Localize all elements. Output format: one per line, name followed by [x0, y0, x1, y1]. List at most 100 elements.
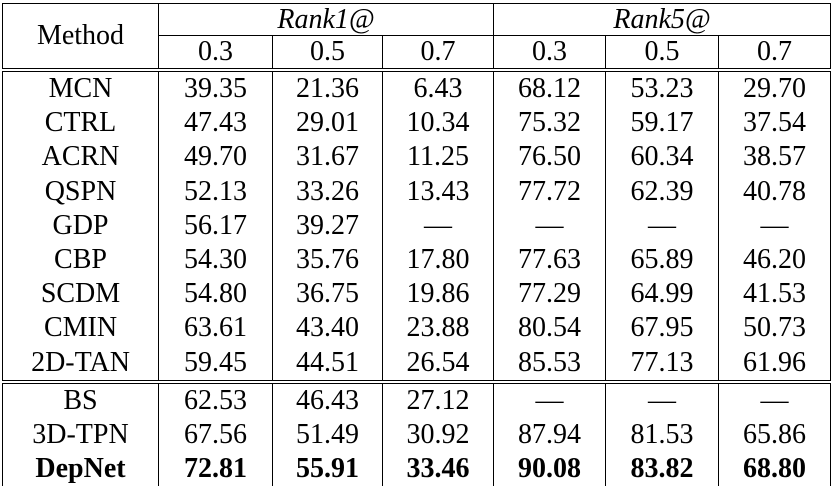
data-row: CTRL 47.43 29.01 10.34 75.32 59.17 37.54 [2, 106, 831, 141]
method-cell: CTRL [2, 106, 159, 141]
value-cell: 62.53 [158, 379, 273, 418]
value-cell: 31.67 [272, 140, 383, 175]
value-cell: 40.78 [718, 174, 831, 209]
value-cell: 77.63 [493, 242, 606, 278]
value-cell: 38.57 [718, 140, 831, 175]
value-cell: 72.81 [158, 452, 273, 487]
value-cell: 60.34 [605, 140, 719, 175]
value-cell: 11.25 [382, 140, 494, 175]
value-cell: 83.82 [605, 452, 719, 487]
value-cell: 52.13 [158, 174, 273, 209]
data-row: QSPN 52.13 33.26 13.43 77.72 62.39 40.78 [2, 174, 831, 209]
value-cell: 67.56 [158, 417, 273, 453]
data-row: MCN 39.35 21.36 6.43 68.12 53.23 29.70 [2, 67, 831, 107]
value-cell: 47.43 [158, 106, 273, 141]
value-cell: 49.70 [158, 140, 273, 175]
value-cell: 55.91 [272, 452, 383, 487]
results-table: Method Rank1@ Rank5@ 0.3 0.5 0.7 0.3 0.5 0.7 … [2, 3, 831, 487]
value-cell: 35.76 [272, 242, 383, 278]
value-cell: 61.96 [718, 345, 831, 382]
data-row: ACRN 49.70 31.67 11.25 76.50 60.34 38.57 [2, 140, 831, 175]
method-cell: CMIN [2, 311, 159, 346]
value-cell: 33.26 [272, 174, 383, 209]
method-cell: GDP [2, 208, 159, 243]
table-body: Method Rank1@ Rank5@ 0.3 0.5 0.7 0.3 0.5 0.7 … [2, 3, 831, 487]
value-cell: 53.23 [605, 67, 719, 107]
value-cell: 39.27 [272, 208, 383, 243]
value-cell: 46.43 [272, 379, 383, 418]
value-cell: — [718, 379, 831, 418]
value-cell: 46.20 [718, 242, 831, 278]
value-cell: 19.86 [382, 277, 494, 312]
value-cell: 17.80 [382, 242, 494, 278]
value-cell: 63.61 [158, 311, 273, 346]
value-cell: 77.29 [493, 277, 606, 312]
method-header: Method [2, 3, 159, 71]
threshold-header: 0.3 [493, 35, 606, 71]
value-cell: 13.43 [382, 174, 494, 209]
value-cell: 29.70 [718, 67, 831, 107]
value-cell: 50.73 [718, 311, 831, 346]
method-cell: 2D-TAN [2, 345, 159, 382]
threshold-header: 0.3 [158, 35, 273, 71]
value-cell: 44.51 [272, 345, 383, 382]
value-cell: 27.12 [382, 379, 494, 418]
value-cell: 26.54 [382, 345, 494, 382]
data-row: 3D-TPN 67.56 51.49 30.92 87.94 81.53 65.86 [2, 417, 831, 453]
method-cell: MCN [2, 67, 159, 107]
value-cell: — [493, 208, 606, 243]
data-row: CMIN 63.61 43.40 23.88 80.54 67.95 50.73 [2, 311, 831, 346]
value-cell: 23.88 [382, 311, 494, 346]
method-cell: SCDM [2, 277, 159, 312]
value-cell: 51.49 [272, 417, 383, 453]
value-cell: — [718, 208, 831, 243]
value-cell: 75.32 [493, 106, 606, 141]
method-cell: BS [2, 379, 159, 418]
threshold-header: 0.5 [272, 35, 383, 71]
data-row: CBP 54.30 35.76 17.80 77.63 65.89 46.20 [2, 242, 831, 278]
group-header: Rank5@ [493, 3, 831, 36]
data-row: DepNet 72.81 55.91 33.46 90.08 83.82 68.80 [2, 452, 831, 487]
value-cell: 76.50 [493, 140, 606, 175]
value-cell: 59.17 [605, 106, 719, 141]
header-row: Method Rank1@ Rank5@ [2, 3, 831, 71]
value-cell: 59.45 [158, 345, 273, 382]
value-cell: 30.92 [382, 417, 494, 453]
value-cell: 77.72 [493, 174, 606, 209]
value-cell: 33.46 [382, 452, 494, 487]
value-cell: — [605, 379, 719, 418]
group-header: Rank1@ [158, 3, 494, 36]
value-cell: 85.53 [493, 345, 606, 382]
data-row: 2D-TAN 59.45 44.51 26.54 85.53 77.13 61.96 [2, 345, 831, 382]
value-cell: 67.95 [605, 311, 719, 346]
value-cell: — [382, 208, 494, 243]
value-cell: — [605, 208, 719, 243]
value-cell: 21.36 [272, 67, 383, 107]
value-cell: 39.35 [158, 67, 273, 107]
threshold-header: 0.5 [605, 35, 719, 71]
value-cell: 41.53 [718, 277, 831, 312]
value-cell: 37.54 [718, 106, 831, 141]
method-cell: 3D-TPN [2, 417, 159, 453]
value-cell: 29.01 [272, 106, 383, 141]
value-cell: 64.99 [605, 277, 719, 312]
value-cell: 62.39 [605, 174, 719, 209]
method-cell: DepNet [2, 452, 159, 487]
value-cell: 68.12 [493, 67, 606, 107]
value-cell: 6.43 [382, 67, 494, 107]
value-cell: 87.94 [493, 417, 606, 453]
threshold-header: 0.7 [718, 35, 831, 71]
value-cell: 90.08 [493, 452, 606, 487]
method-cell: QSPN [2, 174, 159, 209]
value-cell: 54.80 [158, 277, 273, 312]
value-cell: 65.86 [718, 417, 831, 453]
data-row: BS 62.53 46.43 27.12— — — [2, 379, 831, 418]
value-cell: 36.75 [272, 277, 383, 312]
value-cell: — [493, 379, 606, 418]
value-cell: 81.53 [605, 417, 719, 453]
value-cell: 54.30 [158, 242, 273, 278]
value-cell: 68.80 [718, 452, 831, 487]
method-cell: ACRN [2, 140, 159, 175]
threshold-header: 0.7 [382, 35, 494, 71]
